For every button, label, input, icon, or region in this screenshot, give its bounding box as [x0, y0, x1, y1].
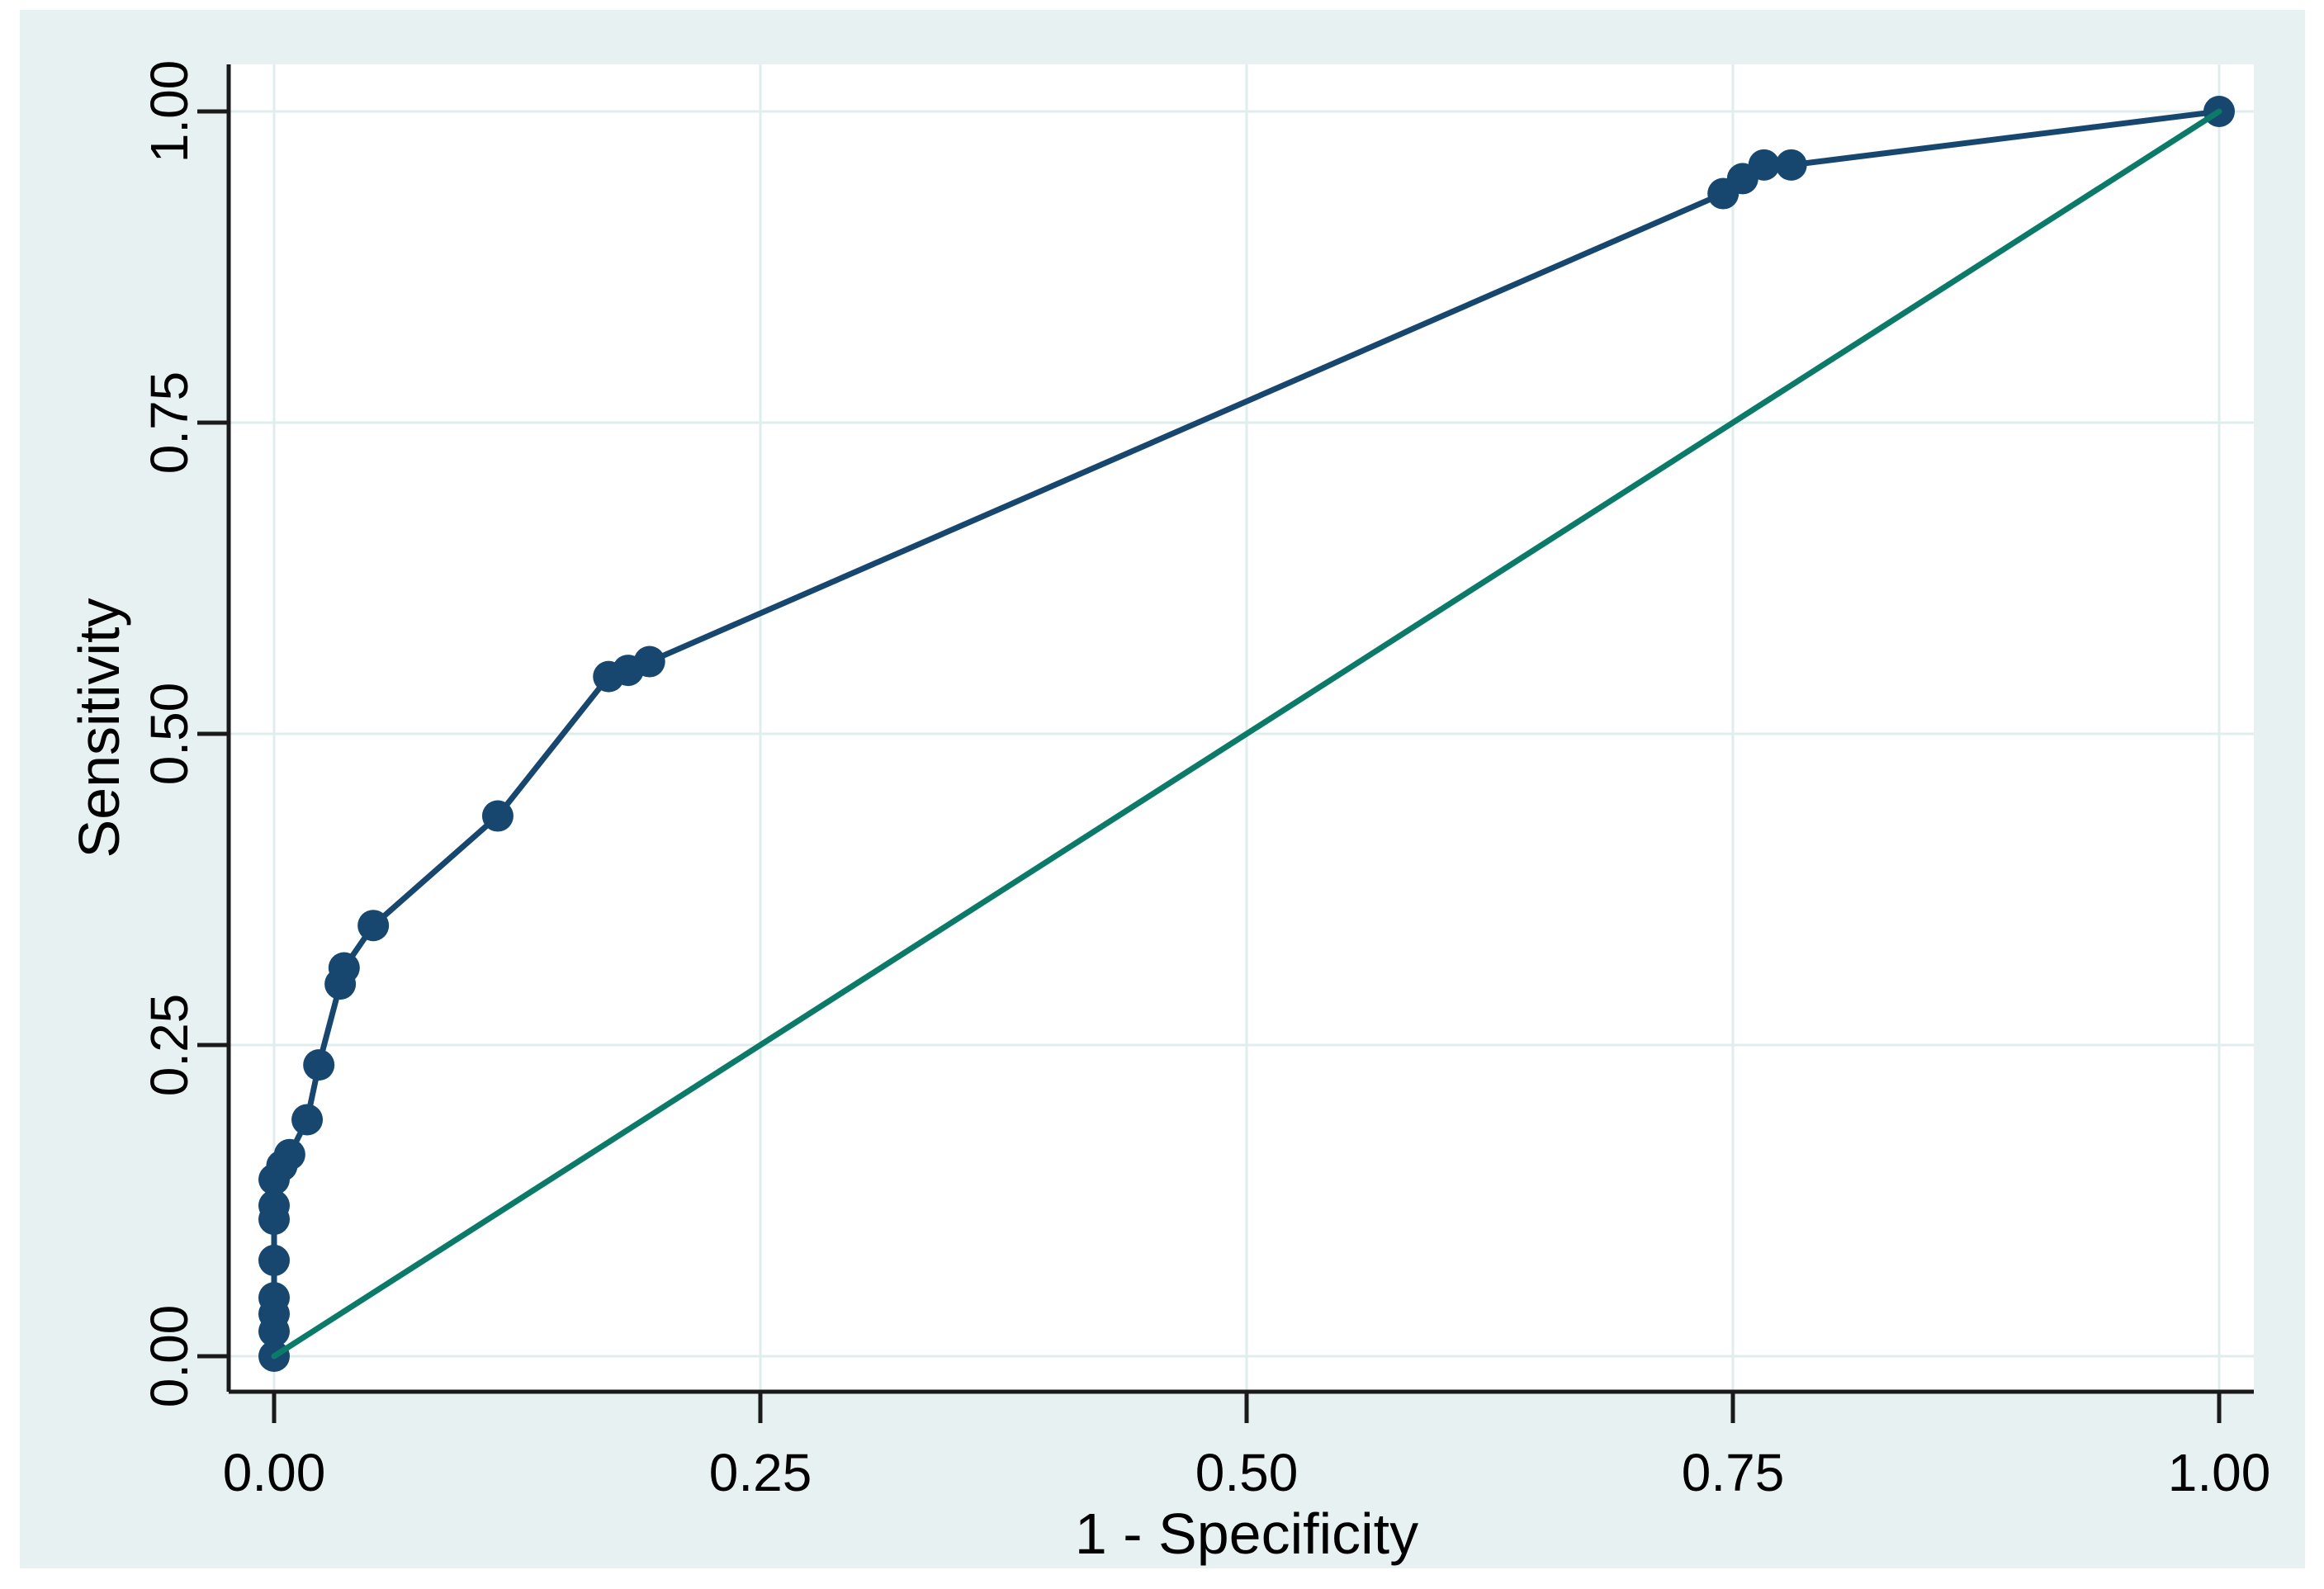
x-tick-label: 1.00 — [2168, 1443, 2271, 1502]
roc-data-point — [258, 1244, 290, 1276]
roc-data-point — [633, 646, 665, 678]
data-series — [258, 96, 2235, 1372]
x-tick-label: 0.50 — [1195, 1443, 1299, 1502]
y-tick-label: 0.00 — [140, 1305, 199, 1408]
x-tick-label: 0.00 — [223, 1443, 326, 1502]
roc-data-point — [258, 1282, 290, 1314]
roc-data-point — [481, 800, 514, 832]
reference-diagonal-line — [271, 108, 2222, 1360]
x-axis-title: 1 - Specificity — [1075, 1502, 1418, 1566]
y-tick-label: 0.50 — [140, 683, 199, 786]
roc-data-point — [258, 1189, 290, 1222]
axis-ticks: 0.00 0.25 0.50 0.75 1.00 0.00 0.25 0.50 0.75 1.00 — [140, 60, 2270, 1502]
y-tick-label: 0.75 — [140, 371, 199, 475]
y-tick-label: 1.00 — [140, 60, 199, 163]
axes — [226, 64, 2254, 1394]
roc-data-point — [357, 910, 390, 942]
roc-data-point — [303, 1049, 335, 1081]
roc-data-point — [1748, 149, 1780, 181]
x-tick-label: 0.75 — [1682, 1443, 1785, 1502]
roc-data-point — [273, 1138, 305, 1170]
y-axis-title: Sensitivity — [67, 598, 131, 858]
roc-data-point — [328, 952, 360, 984]
y-tick-label: 0.25 — [140, 994, 199, 1097]
roc-data-point — [1775, 149, 1807, 181]
x-tick-label: 0.25 — [709, 1443, 812, 1502]
roc-data-point — [291, 1104, 324, 1136]
